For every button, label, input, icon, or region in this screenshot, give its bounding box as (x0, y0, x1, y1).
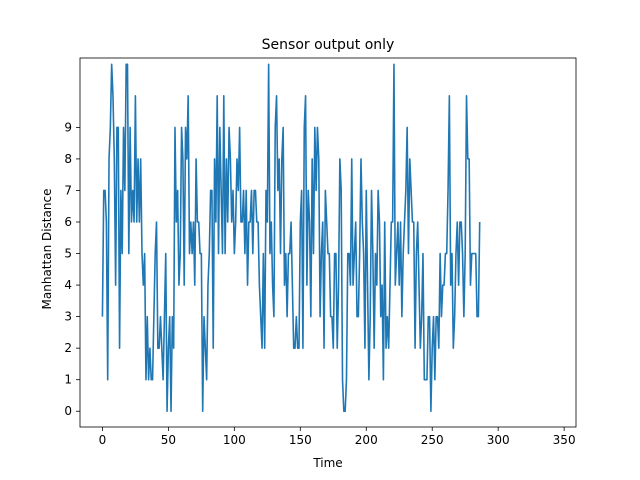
y-axis-ticks: 0 1 2 3 4 5 6 7 8 9 (64, 120, 80, 418)
x-tick-label: 150 (289, 433, 312, 447)
x-tick-label: 250 (421, 433, 444, 447)
y-axis-label: Manhattan Distance (40, 189, 54, 310)
series-line-0 (101, 63, 481, 413)
y-tick-label: 8 (64, 152, 72, 166)
y-tick-label: 6 (64, 215, 72, 229)
y-tick-label: 7 (64, 183, 72, 197)
x-tick-label: 50 (161, 433, 176, 447)
plot-area (79, 57, 577, 428)
x-tick-label: 200 (355, 433, 378, 447)
y-tick-label: 0 (64, 404, 72, 418)
x-tick-label: 300 (487, 433, 510, 447)
y-tick-label: 2 (64, 341, 72, 355)
axes-frame (79, 57, 577, 428)
y-tick-label: 5 (64, 247, 72, 261)
y-tick-label: 4 (64, 278, 72, 292)
y-tick-label: 9 (64, 120, 72, 134)
y-tick-label: 3 (64, 310, 72, 324)
x-tick-label: 0 (99, 433, 107, 447)
x-axis-label: Time (312, 456, 342, 470)
x-tick-label: 100 (223, 433, 246, 447)
chart-title: Sensor output only (262, 37, 395, 53)
y-tick-label: 1 (64, 373, 72, 387)
x-axis-ticks: 0 50 100 150 200 250 300 350 (99, 427, 576, 447)
x-tick-label: 350 (553, 433, 576, 447)
